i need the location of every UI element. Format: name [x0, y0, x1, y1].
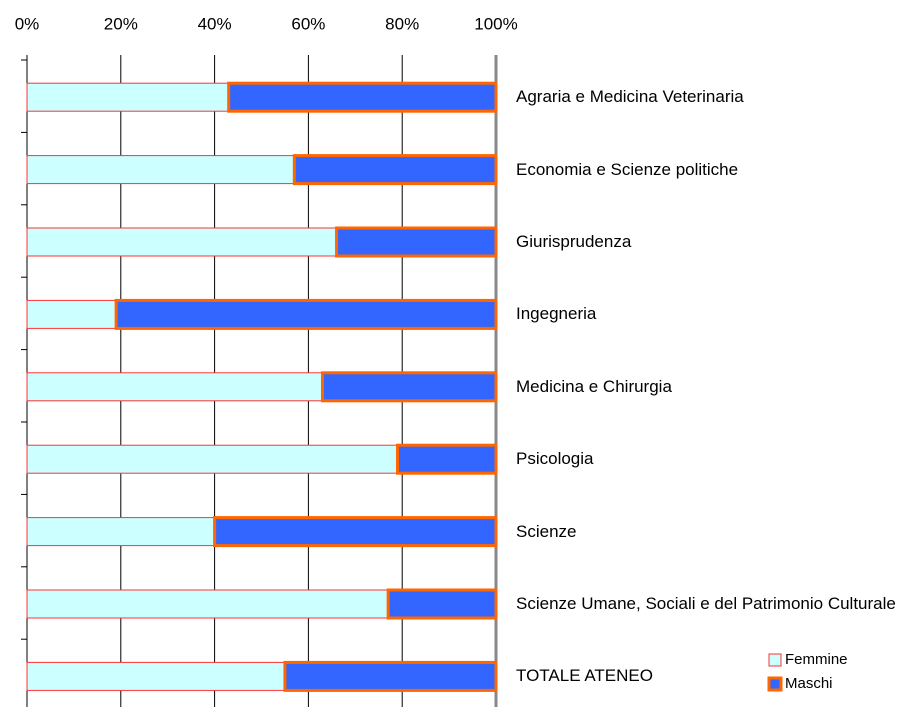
- x-tick-label: 40%: [198, 14, 232, 33]
- bar: [227, 81, 498, 113]
- category-label: Medicina e Chirurgia: [516, 375, 672, 399]
- category-text: Economia e Scienze politiche: [516, 159, 739, 179]
- x-tick-label: 20%: [104, 14, 138, 33]
- category-text: Agraria e Medicina Veterinaria: [516, 87, 744, 107]
- bar: [26, 299, 117, 329]
- category-text: Scienze Umane, Sociali e del Patrimonio …: [516, 594, 896, 613]
- bar: [292, 154, 498, 186]
- legend-swatch: [767, 676, 783, 692]
- category-text: Giurisprudenza: [516, 232, 632, 251]
- bar: [26, 661, 286, 691]
- bar: [26, 155, 295, 185]
- bar: [114, 298, 498, 330]
- category-label: Economia e Scienze politiche: [516, 158, 738, 182]
- bar: [26, 589, 389, 619]
- bar: [386, 588, 498, 620]
- bar: [396, 443, 498, 475]
- bar: [283, 660, 498, 692]
- category-text: TOTALE ATENEO: [516, 666, 653, 686]
- bar: [26, 82, 230, 112]
- category-label: Giurisprudenza: [516, 230, 631, 254]
- category-text: Ingegneria: [516, 304, 597, 324]
- bar: [26, 517, 216, 547]
- bar: [26, 227, 338, 257]
- x-tick-label: 80%: [385, 14, 419, 33]
- category-label: Psicologia: [516, 447, 594, 471]
- legend-swatch: [768, 653, 782, 667]
- x-tick-label: 60%: [291, 14, 325, 33]
- bar: [335, 226, 498, 258]
- bar: [320, 371, 498, 403]
- category-label: Agraria e Medicina Veterinaria: [516, 85, 744, 109]
- category-text: Psicologia: [516, 449, 594, 469]
- x-tick-label: 100%: [474, 14, 517, 33]
- category-label: Scienze Umane, Sociali e del Patrimonio …: [516, 592, 896, 616]
- bar: [26, 444, 399, 474]
- bar: [26, 372, 323, 402]
- legend-label: Maschi: [785, 675, 833, 692]
- category-text: Medicina e Chirurgia: [516, 376, 672, 396]
- category-label: Ingegneria: [516, 302, 596, 326]
- bar: [213, 516, 498, 548]
- category-label: Scienze: [516, 520, 576, 544]
- category-label: TOTALE ATENEO: [516, 664, 653, 688]
- x-tick-label: 0%: [15, 14, 40, 33]
- legend-label: Femmine: [785, 651, 848, 668]
- category-text: Scienze: [516, 521, 577, 541]
